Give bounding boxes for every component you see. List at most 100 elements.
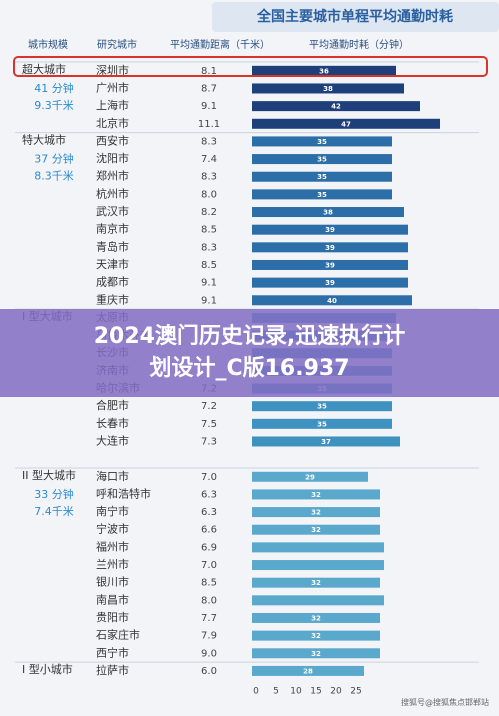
group-label: II 型大城市 xyxy=(22,468,76,482)
bar xyxy=(252,189,392,200)
bar xyxy=(252,65,396,76)
x-tick-label: 25 xyxy=(350,686,361,696)
bar xyxy=(252,648,380,659)
distance-value: 11.1 xyxy=(198,119,220,130)
city-label: 广州市 xyxy=(96,80,129,94)
distance-value: 7.0 xyxy=(201,472,217,483)
bar-value-label: 35 xyxy=(317,403,327,411)
x-tick-label: 10 xyxy=(290,686,302,696)
city-label: 上海市 xyxy=(96,98,129,112)
distance-value: 8.5 xyxy=(201,225,217,236)
bar-value-label: 38 xyxy=(323,85,333,93)
group-time: 33 分钟 xyxy=(34,487,74,501)
bar-value-label: 39 xyxy=(325,279,335,287)
x-tick-label: 20 xyxy=(330,686,342,696)
city-label: 杭州市 xyxy=(96,186,129,200)
city-label: 南京市 xyxy=(96,222,129,236)
bar-value-label: 32 xyxy=(311,614,321,622)
city-label: 石家庄市 xyxy=(96,628,140,642)
banner-line-1: 2024澳门历史记录,迅速执行计 xyxy=(93,324,406,349)
bar-value-label: 28 xyxy=(303,667,313,675)
bar-value-label: 32 xyxy=(311,632,321,640)
bar xyxy=(252,630,380,641)
distance-value: 7.3 xyxy=(201,436,217,447)
city-label: 北京市 xyxy=(96,116,129,130)
group-label: I 型小城市 xyxy=(22,662,73,676)
bar-value-label: 42 xyxy=(331,103,341,111)
bar xyxy=(252,418,392,429)
bar xyxy=(252,118,440,129)
group-distance: 7.4千米 xyxy=(34,505,74,518)
city-label: 成都市 xyxy=(96,275,129,289)
banner-line-2: 划设计_C版16.937 xyxy=(149,356,350,381)
city-label: 大连市 xyxy=(96,433,129,447)
bar xyxy=(252,83,404,94)
city-label: 合肥市 xyxy=(96,398,129,412)
bar xyxy=(252,471,368,482)
bar xyxy=(252,207,404,218)
distance-value: 7.2 xyxy=(201,401,217,412)
group-distance: 9.3千米 xyxy=(34,99,74,112)
bar xyxy=(252,136,392,147)
city-label: 长春市 xyxy=(96,416,129,430)
distance-value: 8.2 xyxy=(201,207,217,218)
group-label: 特大城市 xyxy=(22,133,66,147)
bar xyxy=(252,401,392,412)
group-time: 37 分钟 xyxy=(34,152,74,166)
distance-value: 8.5 xyxy=(201,578,217,589)
group-label: 超大城市 xyxy=(22,62,66,76)
bar-value-label: 39 xyxy=(325,226,335,234)
bar xyxy=(252,171,392,182)
bar xyxy=(252,612,380,623)
group-distance: 8.3千米 xyxy=(34,170,74,183)
distance-value: 9.1 xyxy=(201,278,217,289)
distance-value: 8.3 xyxy=(201,242,217,253)
city-label: 青岛市 xyxy=(96,239,129,253)
bar xyxy=(252,665,364,676)
bar-value-label: 39 xyxy=(325,244,335,252)
bar-value-label: 35 xyxy=(317,420,327,428)
city-label: 深圳市 xyxy=(96,63,129,77)
bar xyxy=(252,277,408,288)
bar xyxy=(252,259,408,270)
city-label: 武汉市 xyxy=(96,204,129,218)
distance-value: 7.4 xyxy=(201,154,217,165)
bar-value-label: 35 xyxy=(317,191,327,199)
distance-value: 7.9 xyxy=(201,631,217,642)
city-label: 沈阳市 xyxy=(96,151,129,165)
city-label: 贵阳市 xyxy=(96,610,129,624)
bar xyxy=(252,295,412,306)
bar-value-label: 37 xyxy=(321,438,331,446)
bar-value-label: 40 xyxy=(327,297,337,305)
bar xyxy=(252,436,400,447)
distance-value: 9.1 xyxy=(201,295,217,306)
city-label: 西安市 xyxy=(96,133,129,147)
chart-title: 全国主要城市单程平均通勤时耗 xyxy=(256,8,453,25)
bar-value-label: 32 xyxy=(311,526,321,534)
bar xyxy=(252,224,408,235)
overlay-banner: 2024澳门历史记录,迅速执行计 划设计_C版16.937 xyxy=(0,309,499,397)
city-label: 拉萨市 xyxy=(96,663,129,677)
bar xyxy=(252,524,380,535)
bar xyxy=(252,154,392,165)
column-header-time: 平均通勤时耗（分钟） xyxy=(309,38,409,51)
city-label: 郑州市 xyxy=(96,169,129,183)
distance-value: 6.3 xyxy=(201,507,217,518)
distance-value: 8.0 xyxy=(201,595,217,606)
column-header-scale: 城市规模 xyxy=(28,38,68,51)
bar xyxy=(252,507,380,518)
city-label: 天津市 xyxy=(96,257,129,271)
x-tick-label: 15 xyxy=(310,686,321,696)
x-tick-label: 5 xyxy=(273,686,279,696)
group-time: 41 分钟 xyxy=(34,81,74,95)
city-label: 呼和浩特市 xyxy=(96,486,151,500)
city-label: 福州市 xyxy=(96,539,129,553)
distance-value: 9.0 xyxy=(201,648,217,659)
bar-value-label: 29 xyxy=(305,473,315,481)
highlight-box xyxy=(13,56,488,77)
bar-value-label: 32 xyxy=(311,650,321,658)
distance-value: 8.1 xyxy=(201,66,217,77)
column-header-distance: 平均通勤距离（千米） xyxy=(170,38,270,51)
city-label: 宁波市 xyxy=(96,522,129,536)
